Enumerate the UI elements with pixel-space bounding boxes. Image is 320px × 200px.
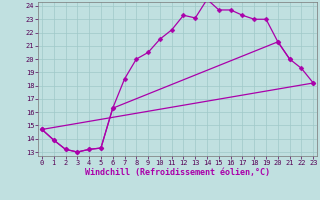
X-axis label: Windchill (Refroidissement éolien,°C): Windchill (Refroidissement éolien,°C) bbox=[85, 168, 270, 177]
